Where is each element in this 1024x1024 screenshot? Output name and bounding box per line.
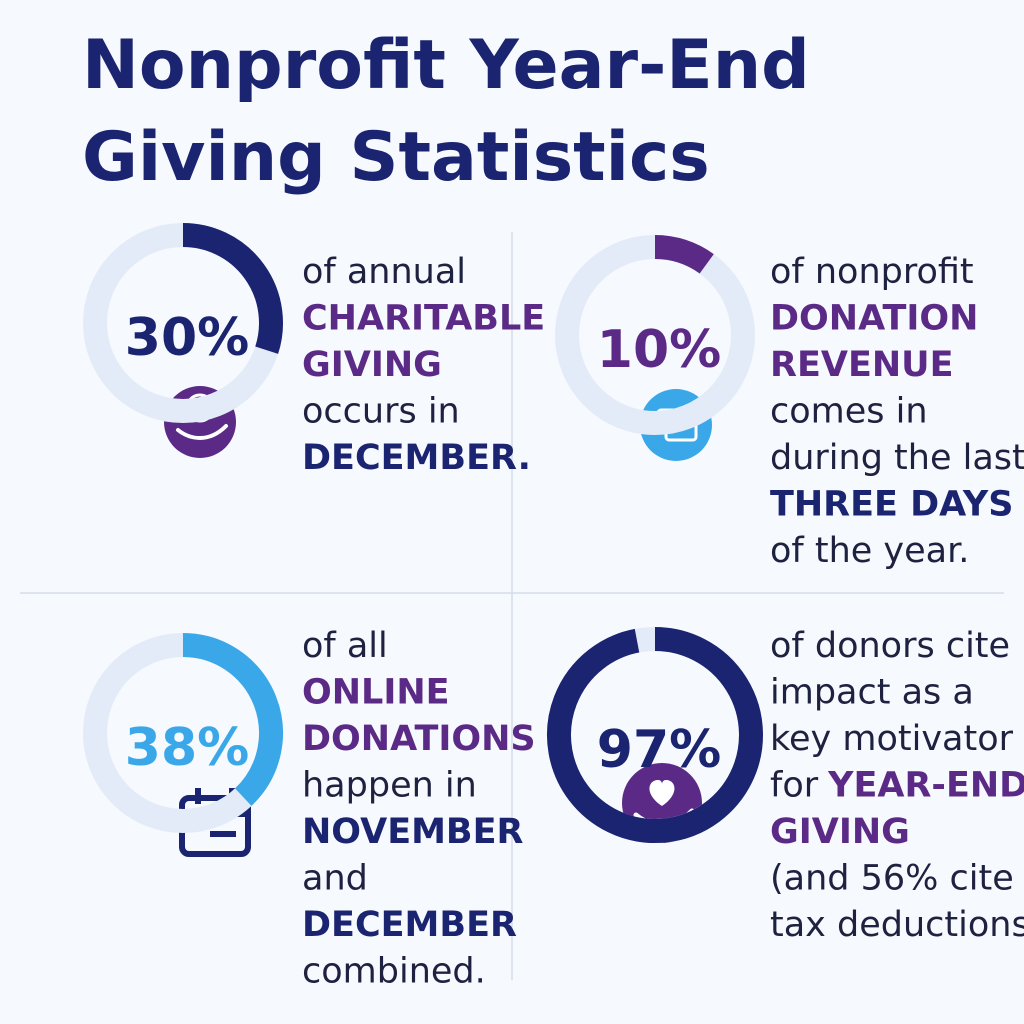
stat-line: tax deductions.) xyxy=(770,905,1024,945)
body-text: comes in xyxy=(770,392,928,432)
stat-line: THREE DAYS xyxy=(770,485,1013,525)
emphasis-text: DONATIONS xyxy=(302,719,536,759)
stat-line: comes in xyxy=(770,392,928,432)
stat-line: DONATIONS xyxy=(302,719,536,759)
body-text: occurs in xyxy=(302,392,460,432)
stat-line: of all xyxy=(302,626,388,666)
stat-line: key motivator xyxy=(770,719,1014,759)
stat-line: impact as a xyxy=(770,673,974,713)
percent-label: 97% xyxy=(597,720,721,780)
stat-line: DONATION xyxy=(770,299,978,339)
ring-arc xyxy=(182,223,283,354)
emphasis-text: YEAR-END xyxy=(827,766,1024,806)
emphasis-text: DECEMBER xyxy=(302,905,517,945)
stat-line: for YEAR-END xyxy=(770,766,1024,806)
stat-line: GIVING xyxy=(302,345,442,385)
emphasis-text: REVENUE xyxy=(770,345,953,385)
emphasis-text: DONATION xyxy=(770,299,978,339)
stat-line: ONLINE xyxy=(302,673,450,713)
body-text: (and 56% cite xyxy=(770,859,1014,899)
stat-line: during the last xyxy=(770,438,1024,478)
body-text: tax deductions.) xyxy=(770,905,1024,945)
body-text: combined. xyxy=(302,952,486,992)
percent-label: 30% xyxy=(125,308,249,368)
stat-line: of annual xyxy=(302,252,466,292)
body-text: impact as a xyxy=(770,673,974,713)
stat-line: combined. xyxy=(302,952,486,992)
body-text: for xyxy=(770,766,819,806)
stat-line: NOVEMBER xyxy=(302,812,524,852)
percent-label: 38% xyxy=(125,718,249,778)
stat-line: DECEMBER. xyxy=(302,438,531,478)
stat-line: of nonprofit xyxy=(770,252,974,292)
body-text: of nonprofit xyxy=(770,252,974,292)
body-text: of all xyxy=(302,626,388,666)
stat-line: and xyxy=(302,859,368,899)
emphasis-text: NOVEMBER xyxy=(302,812,524,852)
title: Giving Statistics xyxy=(82,118,710,197)
emphasis-text: DECEMBER. xyxy=(302,438,531,478)
body-text: of donors cite xyxy=(770,626,1010,666)
ring-arc xyxy=(654,235,714,274)
percent-label: 10% xyxy=(597,320,721,380)
stat-line: CHARITABLE xyxy=(302,299,545,339)
emphasis-text: GIVING xyxy=(302,345,442,385)
emphasis-text: ONLINE xyxy=(302,673,450,713)
title: Nonprofit Year-End xyxy=(82,26,810,105)
stat-line: GIVING xyxy=(770,812,910,852)
stat-line: DECEMBER xyxy=(302,905,517,945)
stat-line: occurs in xyxy=(302,392,460,432)
stat-line: of donors cite xyxy=(770,626,1010,666)
body-text: during the last xyxy=(770,438,1024,478)
body-text: of the year. xyxy=(770,531,969,571)
stat-line: REVENUE xyxy=(770,345,953,385)
ring-arc xyxy=(182,633,283,806)
emphasis-text: CHARITABLE xyxy=(302,299,545,339)
emphasis-text: THREE DAYS xyxy=(770,485,1013,525)
body-text: and xyxy=(302,859,368,899)
emphasis-text: GIVING xyxy=(770,812,910,852)
stat-line: of the year. xyxy=(770,531,969,571)
stat-line: (and 56% cite xyxy=(770,859,1014,899)
body-text: of annual xyxy=(302,252,466,292)
body-text: key motivator xyxy=(770,719,1014,759)
stat-line: happen in xyxy=(302,766,477,806)
body-text: happen in xyxy=(302,766,477,806)
ring-arc xyxy=(547,627,763,843)
